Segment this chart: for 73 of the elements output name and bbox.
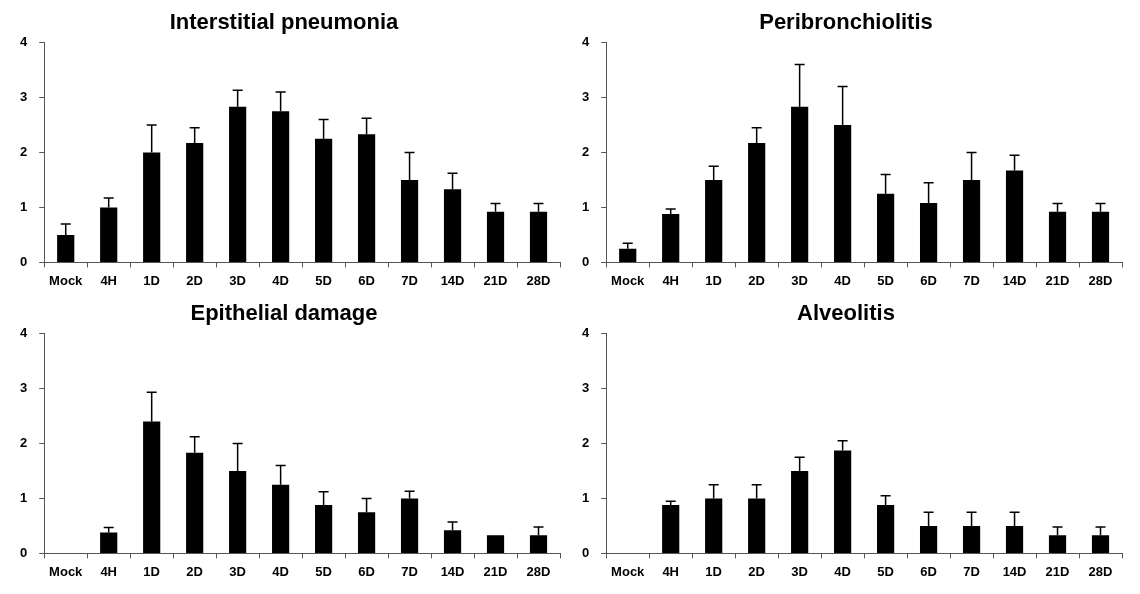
x-tick-label: 6D	[920, 272, 937, 288]
x-tick-label: 7D	[963, 563, 980, 579]
y-tick-label: 4	[582, 324, 590, 340]
x-tick-label: 4H	[662, 272, 680, 288]
chart-title: Peribronchiolitis	[759, 9, 933, 35]
y-tick-label: 3	[582, 88, 590, 104]
x-tick-label: 5D	[877, 563, 894, 579]
y-tick-label: 1	[582, 489, 590, 505]
x-tick-label: 1D	[705, 563, 722, 579]
x-tick-label: 7D	[401, 563, 418, 579]
x-tick-label: 3D	[791, 563, 808, 579]
x-tick-label: 4D	[834, 272, 851, 288]
x-tick-label: 6D	[358, 272, 375, 288]
x-tick-label: 2D	[748, 272, 765, 288]
x-tick-label: 28D	[1088, 563, 1113, 579]
x-tick-label: 2D	[186, 272, 203, 288]
y-tick-label: 1	[20, 489, 28, 505]
x-tick-label: 6D	[920, 563, 937, 579]
y-tick-label: 4	[582, 33, 590, 49]
chart-title: Epithelial damage	[190, 300, 378, 326]
x-tick-label: 3D	[229, 272, 246, 288]
x-tick-label: Mock	[611, 563, 646, 579]
bar	[486, 535, 505, 553]
y-tick-label: 4	[20, 324, 28, 340]
y-tick-label: 0	[582, 544, 590, 560]
x-tick-label: 14D	[440, 272, 465, 288]
y-tick-label: 3	[20, 379, 28, 395]
x-tick-label: 7D	[963, 272, 980, 288]
y-tick-label: 0	[582, 253, 590, 269]
x-tick-label: 21D	[1045, 272, 1070, 288]
x-tick-label: Mock	[611, 272, 646, 288]
x-tick-label: 21D	[483, 272, 508, 288]
y-tick-label: 0	[20, 253, 28, 269]
x-tick-label: 7D	[401, 272, 418, 288]
x-tick-label: 1D	[705, 272, 722, 288]
x-tick-label: 2D	[186, 563, 203, 579]
y-tick-label: 0	[20, 544, 28, 560]
x-tick-label: 2D	[748, 563, 765, 579]
y-tick-label: 2	[20, 434, 28, 450]
y-tick-label: 2	[20, 143, 28, 159]
x-tick-label: 21D	[1045, 563, 1070, 579]
x-tick-label: 4H	[662, 563, 680, 579]
x-tick-label: 28D	[526, 563, 551, 579]
x-tick-label: 14D	[1002, 563, 1027, 579]
x-tick-label: 4H	[100, 272, 118, 288]
chart-title: Interstitial pneumonia	[169, 9, 400, 35]
x-tick-label: 21D	[483, 563, 508, 579]
x-tick-label: 4D	[834, 563, 851, 579]
y-tick-label: 2	[582, 143, 590, 159]
x-tick-label: 1D	[143, 563, 160, 579]
y-tick-label: 2	[582, 434, 590, 450]
x-tick-label: 5D	[315, 563, 332, 579]
y-tick-label: 1	[20, 198, 28, 214]
x-tick-label: 4D	[272, 272, 289, 288]
y-tick-label: 4	[20, 33, 28, 49]
x-tick-label: 28D	[526, 272, 551, 288]
x-tick-label: 5D	[877, 272, 894, 288]
y-tick-label: 3	[20, 88, 28, 104]
x-tick-label: 14D	[440, 563, 465, 579]
x-tick-label: 6D	[358, 563, 375, 579]
x-tick-label: 3D	[791, 272, 808, 288]
x-tick-label: 28D	[1088, 272, 1113, 288]
y-tick-label: 1	[582, 198, 590, 214]
x-tick-label: 5D	[315, 272, 332, 288]
y-tick-label: 3	[582, 379, 590, 395]
x-tick-label: 14D	[1002, 272, 1027, 288]
x-tick-label: 3D	[229, 563, 246, 579]
x-tick-label: Mock	[49, 272, 84, 288]
x-tick-label: 4D	[272, 563, 289, 579]
chart-title: Alveolitis	[797, 300, 895, 326]
x-tick-label: 4H	[100, 563, 118, 579]
x-tick-label: Mock	[49, 563, 84, 579]
x-tick-label: 1D	[143, 272, 160, 288]
